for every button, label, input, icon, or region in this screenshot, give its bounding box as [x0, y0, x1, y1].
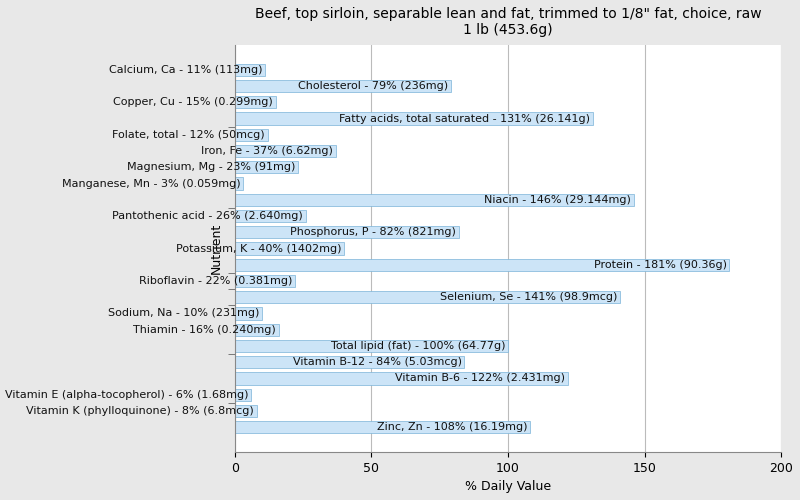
Text: Thiamin - 16% (0.240mg): Thiamin - 16% (0.240mg) [133, 324, 276, 334]
Bar [235, 226, 459, 238]
Text: Calcium, Ca - 11% (113mg): Calcium, Ca - 11% (113mg) [109, 65, 262, 75]
Text: Manganese, Mn - 3% (0.059mg): Manganese, Mn - 3% (0.059mg) [62, 178, 241, 188]
Text: Protein - 181% (90.36g): Protein - 181% (90.36g) [594, 260, 726, 270]
Text: Fatty acids, total saturated - 131% (26.141g): Fatty acids, total saturated - 131% (26.… [339, 114, 590, 124]
Bar [235, 275, 295, 287]
Text: Phosphorus, P - 82% (821mg): Phosphorus, P - 82% (821mg) [290, 228, 456, 237]
Bar [235, 291, 620, 304]
Bar [235, 372, 568, 384]
Text: Vitamin E (alpha-tocopherol) - 6% (1.68mg): Vitamin E (alpha-tocopherol) - 6% (1.68m… [5, 390, 249, 400]
Bar [235, 405, 257, 417]
Bar [235, 161, 298, 173]
Text: Pantothenic acid - 26% (2.640mg): Pantothenic acid - 26% (2.640mg) [113, 211, 303, 221]
Text: Magnesium, Mg - 23% (91mg): Magnesium, Mg - 23% (91mg) [126, 162, 295, 172]
Text: Folate, total - 12% (50mcg): Folate, total - 12% (50mcg) [112, 130, 265, 140]
Text: Sodium, Na - 10% (231mg): Sodium, Na - 10% (231mg) [108, 308, 259, 318]
Bar [235, 258, 730, 271]
Bar [235, 194, 634, 206]
Y-axis label: Nutrient: Nutrient [210, 223, 222, 274]
Text: Zinc, Zn - 108% (16.19mg): Zinc, Zn - 108% (16.19mg) [377, 422, 527, 432]
Bar [235, 112, 593, 124]
Text: Niacin - 146% (29.144mg): Niacin - 146% (29.144mg) [484, 195, 631, 205]
Text: Total lipid (fat) - 100% (64.77g): Total lipid (fat) - 100% (64.77g) [331, 341, 506, 351]
Bar [235, 388, 251, 401]
Bar [235, 356, 464, 368]
Bar [235, 308, 262, 320]
Bar [235, 340, 508, 352]
Bar [235, 128, 268, 141]
Text: Riboflavin - 22% (0.381mg): Riboflavin - 22% (0.381mg) [139, 276, 292, 286]
Text: Selenium, Se - 141% (98.9mcg): Selenium, Se - 141% (98.9mcg) [440, 292, 618, 302]
Bar [235, 324, 278, 336]
Bar [235, 178, 243, 190]
Text: Vitamin K (phylloquinone) - 8% (6.8mcg): Vitamin K (phylloquinone) - 8% (6.8mcg) [26, 406, 254, 416]
Title: Beef, top sirloin, separable lean and fat, trimmed to 1/8" fat, choice, raw
1 lb: Beef, top sirloin, separable lean and fa… [254, 7, 762, 37]
Bar [235, 96, 276, 108]
Bar [235, 210, 306, 222]
Bar [235, 421, 530, 434]
Text: Potassium, K - 40% (1402mg): Potassium, K - 40% (1402mg) [176, 244, 342, 254]
Bar [235, 64, 265, 76]
Bar [235, 80, 450, 92]
X-axis label: % Daily Value: % Daily Value [465, 480, 551, 493]
Text: Copper, Cu - 15% (0.299mg): Copper, Cu - 15% (0.299mg) [114, 98, 273, 108]
Bar [235, 242, 344, 254]
Text: Vitamin B-12 - 84% (5.03mcg): Vitamin B-12 - 84% (5.03mcg) [293, 357, 462, 367]
Text: Iron, Fe - 37% (6.62mg): Iron, Fe - 37% (6.62mg) [202, 146, 334, 156]
Text: Vitamin B-6 - 122% (2.431mg): Vitamin B-6 - 122% (2.431mg) [395, 374, 566, 384]
Text: Cholesterol - 79% (236mg): Cholesterol - 79% (236mg) [298, 81, 448, 91]
Bar [235, 145, 336, 157]
